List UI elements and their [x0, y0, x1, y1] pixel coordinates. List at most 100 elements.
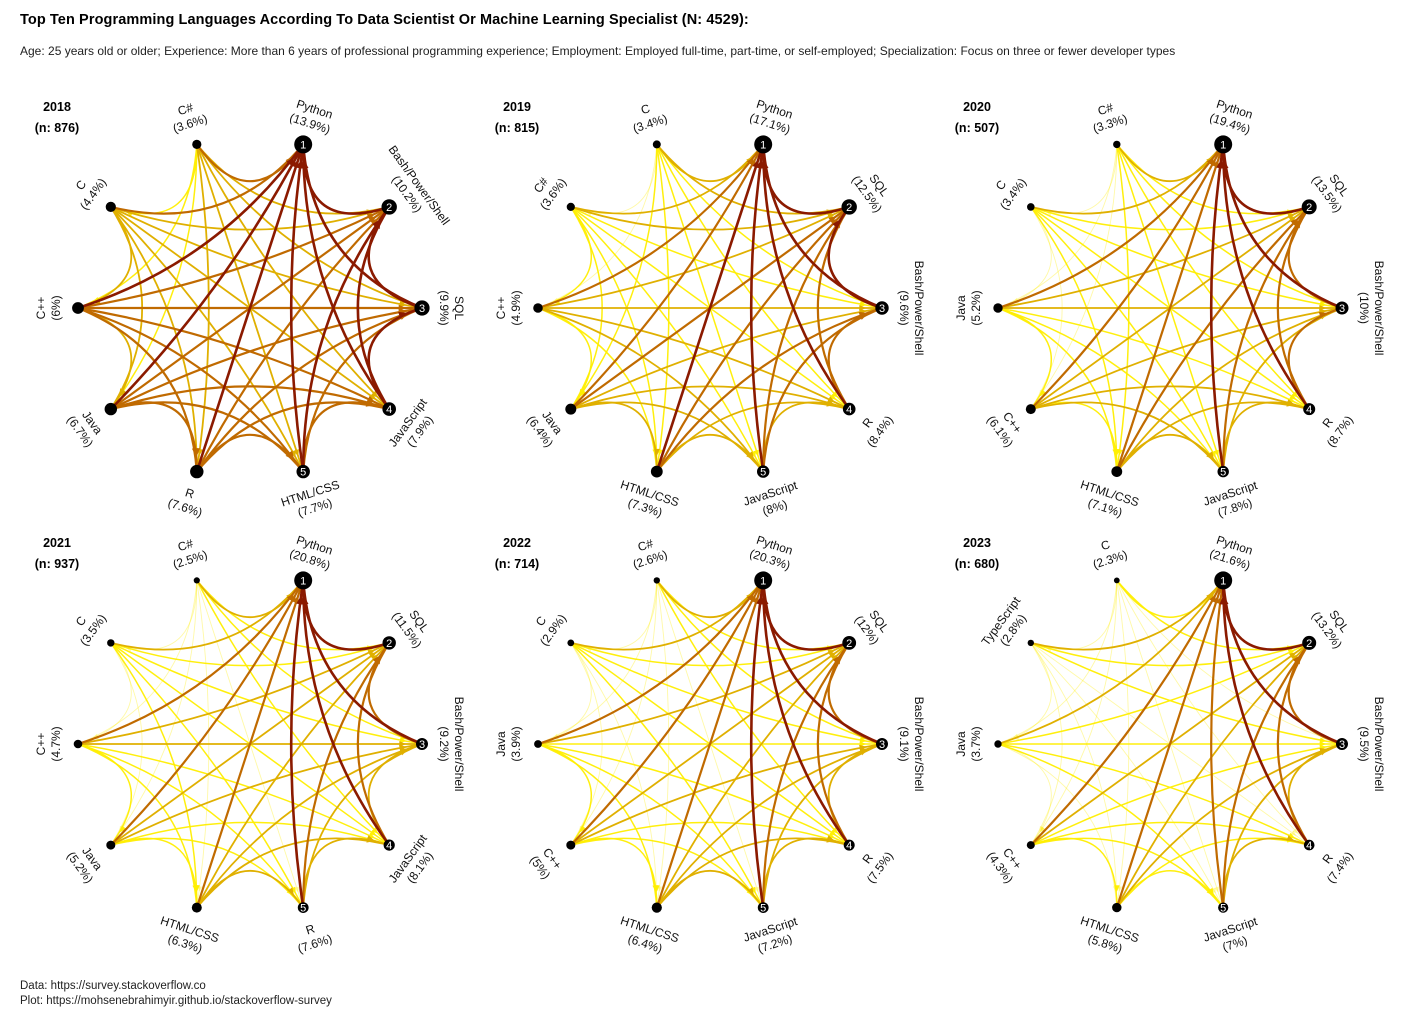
edge-TypeScript-SQL [1030, 642, 1310, 667]
edge-HTML/CSS-Python [655, 143, 765, 473]
edge-arrowhead [759, 160, 767, 169]
edge-C-TypeScript [1030, 580, 1118, 651]
node-label-group: R(7.5%) [860, 849, 896, 886]
edge-C++-Bash/Power/Shell [1030, 307, 1343, 410]
node-HTML/CSS [1111, 466, 1123, 477]
edge-arrowhead [371, 827, 378, 834]
edge-Java-C++ [997, 743, 1052, 846]
panel-year: 2019 [503, 100, 531, 114]
node-Bash/Power/Shell [876, 738, 888, 750]
node-label-group: Java(5.2%) [954, 290, 983, 325]
node-rank: 3 [1339, 303, 1345, 315]
node-C++ [566, 840, 576, 850]
edge-C#-HTML/CSS [570, 206, 658, 472]
node-Java [565, 403, 577, 415]
edge-HTML/CSS-R [656, 401, 850, 473]
edge-arrowhead [1114, 885, 1120, 892]
node-rank: 5 [300, 903, 306, 915]
edge-C-SQL [1030, 206, 1310, 231]
edge-arrowhead [1319, 741, 1326, 747]
node-rank: 5 [300, 467, 306, 479]
node-label-name: Java [954, 295, 968, 321]
node-label-group: C++(6.1%) [984, 409, 1025, 450]
node-SQL [842, 636, 857, 650]
node-Bash/Power/Shell [875, 301, 889, 315]
edge-arrowhead [754, 886, 759, 893]
node-Java [994, 740, 1002, 748]
edge-C-Bash/Power/Shell [110, 206, 390, 231]
node-rank: 2 [1306, 638, 1312, 650]
edge-TypeScript-Python [1030, 579, 1224, 651]
edge-R-Bash/Power/Shell [827, 743, 883, 846]
node-label-group: Bash/Power/Shell(9.6%) [897, 261, 926, 356]
edge-arrowhead [831, 654, 838, 662]
node-rank: 3 [1339, 739, 1345, 751]
edge-arrowhead [399, 737, 407, 743]
edge-JavaScript-Python [1210, 580, 1225, 908]
edge-arrowhead [1286, 399, 1294, 405]
edge-arrowhead [830, 218, 838, 226]
node-rank: 5 [1220, 467, 1226, 479]
edge-arrowhead [1207, 451, 1214, 459]
edge-HTML/CSS-R [1116, 837, 1310, 909]
panel-sample-size: (n: 680) [954, 557, 1000, 571]
node-label-pct: (6%) [49, 295, 63, 320]
edge-R-Python [1221, 144, 1311, 410]
edge-C#-C [570, 580, 658, 651]
edge-HTML/CSS-Python [655, 580, 765, 908]
node-C# [193, 577, 200, 584]
edge-HTML/CSS-Bash/Power/Shell [196, 743, 423, 909]
edge-C++-R [1030, 385, 1310, 410]
node-R [190, 464, 204, 479]
node-C [1113, 577, 1120, 584]
edge-arrowhead [290, 886, 296, 894]
edge-Java-Python [109, 143, 305, 411]
edge-C-Python [1030, 143, 1224, 215]
edge-R-Python [195, 143, 305, 473]
edge-JavaScript-SQL [762, 206, 851, 472]
node-JavaScript [757, 465, 770, 478]
node-label-group: Python(19.4%) [1208, 97, 1255, 137]
edge-Java-Python [570, 143, 765, 410]
node-label-group: Java(5.2%) [64, 844, 105, 886]
edge-HTML/CSS-SQL [1115, 206, 1310, 473]
edge-arrowhead [398, 311, 407, 319]
edge-C++-SQL [537, 206, 850, 309]
edge-C-Java [537, 642, 592, 745]
edge-HTML/CSS-SQL [655, 206, 850, 473]
edge-Java-SQL [997, 206, 1310, 309]
edge-C++-Python [77, 579, 305, 746]
edge-JavaScript-SQL [1222, 206, 1311, 472]
network-panel-2021: 2021 (n: 937) 1 Python (20.8%) 2 SQL (11.5%) 3 Ba… [0, 524, 466, 964]
node-label-group: JavaScript(8.1%) [386, 831, 436, 886]
edge-arrowhead [1040, 826, 1046, 833]
edge-arrowhead [858, 312, 867, 319]
edge-arrowhead [371, 390, 378, 398]
node-label-group: Java (3.7%) [954, 726, 983, 761]
node-label-group: HTML/CSS(6.4%) [619, 913, 681, 955]
edge-HTML/CSS-R [1116, 401, 1310, 473]
edge-JavaScript-SQL [356, 642, 391, 846]
edge-C-Python [570, 579, 764, 651]
edge-Java-Python [997, 143, 1225, 310]
edge-R-JavaScript [195, 401, 390, 473]
edge-arrowhead [750, 450, 756, 458]
edge-HTML/CSS-Python [195, 580, 305, 908]
node-label-group: R(7.6%) [296, 921, 334, 955]
edge-Java-Bash/Power/Shell [110, 743, 423, 846]
node-label-group: Bash/Power/Shell(10%) [1357, 261, 1386, 356]
edge-R-Python [289, 580, 305, 908]
edge-C++-JavaScript [537, 307, 764, 473]
node-HTML/CSS [650, 465, 663, 478]
edge-JavaScript-SQL [1222, 642, 1311, 908]
edge-C-SQL [110, 642, 390, 667]
network-panel-2018: 2018 (n: 876) 1 Python (13.9%) 2 Bash/Power/Sh… [0, 88, 466, 528]
edge-C#-C [1030, 144, 1118, 215]
edge-arrowhead [832, 655, 840, 664]
node-label-group: Bash/Power/Shell(9.2%) [437, 697, 466, 792]
node-JavaScript [383, 839, 395, 851]
panel-sample-size: (n: 714) [494, 557, 540, 571]
edge-arrowhead [1319, 737, 1327, 743]
edge-Java-JavaScript [997, 743, 1224, 909]
